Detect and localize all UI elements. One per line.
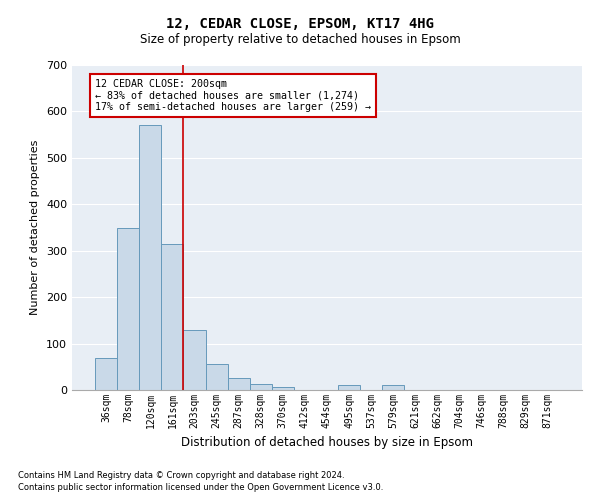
Bar xyxy=(206,364,227,390)
X-axis label: Distribution of detached houses by size in Epsom: Distribution of detached houses by size … xyxy=(181,436,473,450)
Text: 12 CEDAR CLOSE: 200sqm
← 83% of detached houses are smaller (1,274)
17% of semi-: 12 CEDAR CLOSE: 200sqm ← 83% of detached… xyxy=(95,79,371,112)
Y-axis label: Number of detached properties: Number of detached properties xyxy=(31,140,40,315)
Bar xyxy=(117,228,139,390)
Bar xyxy=(382,386,404,390)
Bar xyxy=(272,387,294,390)
Bar xyxy=(161,244,184,390)
Text: 12, CEDAR CLOSE, EPSOM, KT17 4HG: 12, CEDAR CLOSE, EPSOM, KT17 4HG xyxy=(166,18,434,32)
Bar xyxy=(139,126,161,390)
Text: Contains HM Land Registry data © Crown copyright and database right 2024.: Contains HM Land Registry data © Crown c… xyxy=(18,471,344,480)
Text: Contains public sector information licensed under the Open Government Licence v3: Contains public sector information licen… xyxy=(18,484,383,492)
Bar xyxy=(227,378,250,390)
Bar xyxy=(95,358,117,390)
Bar xyxy=(250,384,272,390)
Text: Size of property relative to detached houses in Epsom: Size of property relative to detached ho… xyxy=(140,32,460,46)
Bar xyxy=(338,386,360,390)
Bar xyxy=(184,330,206,390)
